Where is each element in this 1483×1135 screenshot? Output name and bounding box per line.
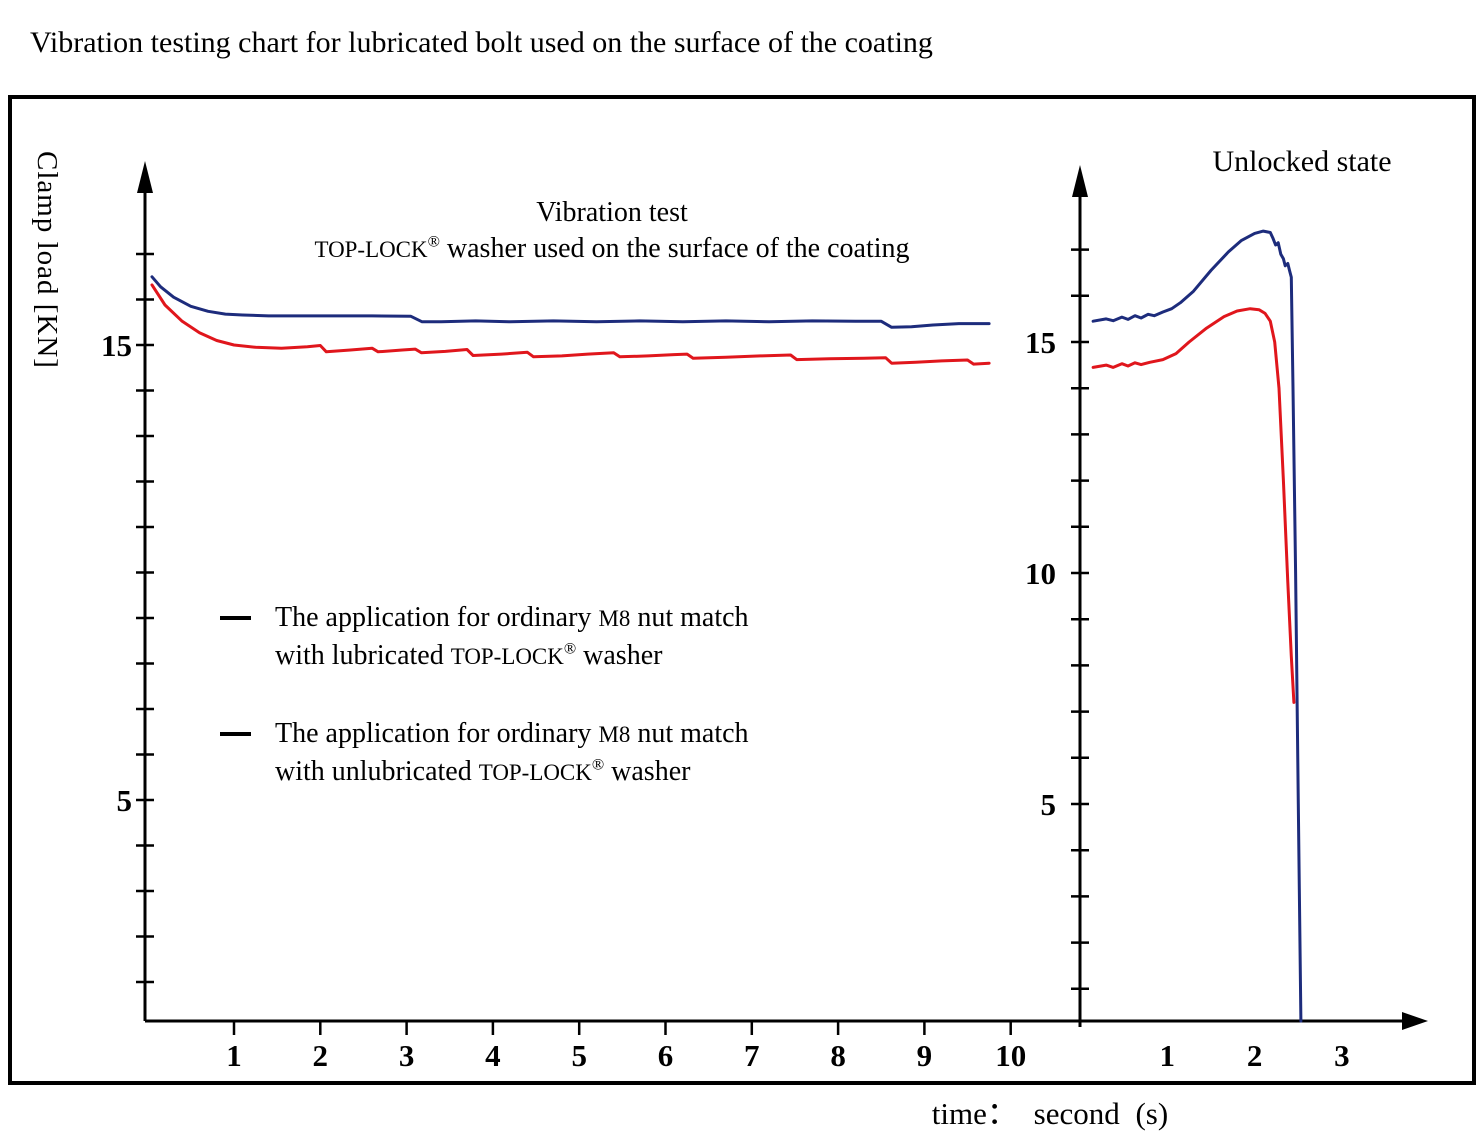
right-x-tick-label: 1 [1160, 1038, 1176, 1073]
unlocked-state-red-curve [1091, 307, 1296, 704]
left-x-tick-label: 3 [399, 1038, 415, 1073]
text-part: M8 [598, 722, 631, 747]
right-x-tick-label: 3 [1334, 1038, 1350, 1073]
text-part: with unlubricated [275, 756, 479, 787]
registered-mark-icon: ® [427, 232, 440, 251]
legend-dash-icon [220, 616, 251, 620]
left-y-tick-label: 5 [117, 783, 133, 818]
unlocked-state-blue-curve [1091, 229, 1303, 1023]
left-x-tick-label: 5 [571, 1038, 587, 1073]
text-part: nut match [630, 718, 749, 749]
legend-line: with lubricated TOP-LOCK® washer [275, 637, 749, 675]
legend-dash-icon [220, 732, 251, 736]
left-x-tick-label: 10 [995, 1038, 1026, 1073]
legend-text: The application for ordinary M8 nut matc… [275, 715, 749, 791]
registered-mark-icon: ® [563, 639, 577, 658]
left-x-tick-label: 9 [917, 1038, 933, 1073]
vibration-test-blue-curve [150, 275, 991, 329]
legend-text: The application for ordinary M8 nut matc… [275, 599, 749, 675]
right-y-tick-label: 10 [1025, 556, 1056, 591]
x-axis-label: time： second (s) [931, 1096, 1169, 1131]
legend-line: with unlubricated TOP-LOCK® washer [275, 753, 749, 791]
right-chart-title: Unlocked state [1212, 145, 1392, 178]
legend-item: The application for ordinary M8 nut matc… [220, 599, 749, 675]
y-axis-label: Clamp load [KN] [31, 151, 63, 369]
text-part: The application for ordinary [275, 602, 599, 633]
left-x-tick-label: 4 [485, 1038, 501, 1073]
left-y-tick-label: 15 [101, 328, 132, 363]
text-part: washer [604, 756, 691, 787]
legend: The application for ordinary M8 nut matc… [220, 599, 749, 831]
registered-mark-icon: ® [591, 755, 605, 774]
left-x-tick-label: 6 [658, 1038, 674, 1073]
brand-name: TOP-LOCK [314, 237, 428, 262]
x-axis-arrow-icon [1402, 1012, 1428, 1030]
right-y-tick-label: 5 [1041, 787, 1057, 822]
right-y-axis-arrow-icon [1072, 165, 1088, 197]
legend-item: The application for ordinary M8 nut matc… [220, 715, 749, 791]
left-chart-title: Vibration test TOP-LOCK® washer used on … [172, 195, 1052, 268]
right-y-tick-label: 15 [1025, 325, 1056, 360]
text-part: M8 [598, 606, 631, 631]
vibration-test-red-curve [150, 283, 991, 366]
legend-line: The application for ordinary M8 nut matc… [275, 715, 749, 753]
left-x-tick-label: 2 [313, 1038, 329, 1073]
right-x-tick-label: 2 [1247, 1038, 1263, 1073]
brand-name: TOP-LOCK [450, 644, 564, 669]
legend-line: The application for ordinary M8 nut matc… [275, 599, 749, 637]
page-title: Vibration testing chart for lubricated b… [30, 26, 933, 59]
left-x-tick-label: 1 [226, 1038, 242, 1073]
chart-canvas: 15 5 1 2 3 4 5 6 7 8 9 10 15 10 5 1 2 3 [101, 161, 1428, 1073]
left-x-tick-label: 8 [830, 1038, 846, 1073]
text-part: washer [576, 640, 663, 671]
left-chart-title-line2: TOP-LOCK® washer used on the surface of … [172, 231, 1052, 268]
left-y-axis-arrow-icon [137, 161, 153, 193]
brand-name: TOP-LOCK [478, 760, 592, 785]
text-part: washer used on the surface of the coatin… [439, 233, 910, 264]
text-part: nut match [630, 602, 749, 633]
left-x-tick-label: 7 [744, 1038, 760, 1073]
chart-box: 15 5 1 2 3 4 5 6 7 8 9 10 15 10 5 1 2 3 Clamp load [KN] V… [8, 95, 1476, 1085]
text-part: with lubricated [275, 640, 451, 671]
text-part: The application for ordinary [275, 718, 599, 749]
left-chart-title-line1: Vibration test [536, 197, 688, 228]
